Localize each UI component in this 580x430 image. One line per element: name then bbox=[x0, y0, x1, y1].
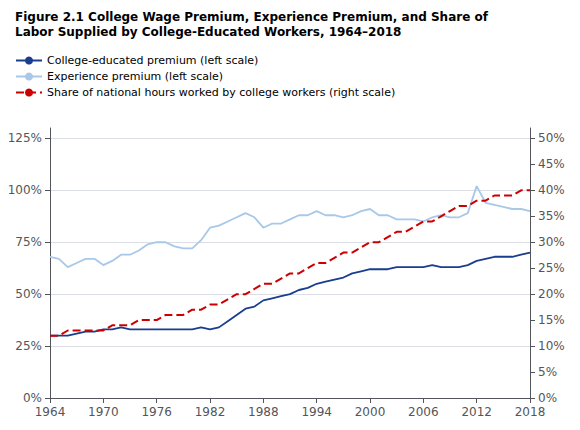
svg-text:50%: 50% bbox=[538, 131, 565, 145]
svg-text:2000: 2000 bbox=[355, 405, 386, 419]
svg-text:Share of national hours worked: Share of national hours worked by colleg… bbox=[47, 86, 395, 99]
svg-text:1994: 1994 bbox=[301, 405, 332, 419]
svg-text:125%: 125% bbox=[8, 131, 42, 145]
svg-text:45%: 45% bbox=[538, 157, 565, 171]
svg-text:1964: 1964 bbox=[35, 405, 66, 419]
svg-text:2006: 2006 bbox=[408, 405, 439, 419]
svg-text:1982: 1982 bbox=[195, 405, 226, 419]
svg-text:0%: 0% bbox=[538, 391, 557, 405]
svg-text:30%: 30% bbox=[538, 235, 565, 249]
svg-text:1988: 1988 bbox=[248, 405, 279, 419]
svg-text:5%: 5% bbox=[538, 365, 557, 379]
svg-text:0%: 0% bbox=[23, 391, 42, 405]
svg-text:Labor Supplied by College-Educ: Labor Supplied by College-Educated Worke… bbox=[15, 25, 401, 39]
svg-text:40%: 40% bbox=[538, 183, 565, 197]
svg-text:10%: 10% bbox=[538, 339, 565, 353]
svg-text:50%: 50% bbox=[15, 287, 42, 301]
svg-text:75%: 75% bbox=[15, 235, 42, 249]
svg-text:25%: 25% bbox=[538, 261, 565, 275]
svg-text:1970: 1970 bbox=[88, 405, 119, 419]
svg-text:2018: 2018 bbox=[515, 405, 546, 419]
svg-text:100%: 100% bbox=[8, 183, 42, 197]
svg-text:15%: 15% bbox=[538, 313, 565, 327]
svg-text:College-educated premium (left: College-educated premium (left scale) bbox=[47, 54, 258, 67]
svg-text:2012: 2012 bbox=[461, 405, 492, 419]
svg-text:20%: 20% bbox=[538, 287, 565, 301]
svg-text:1976: 1976 bbox=[141, 405, 172, 419]
svg-text:Experience premium (left scale: Experience premium (left scale) bbox=[47, 70, 223, 83]
svg-text:25%: 25% bbox=[15, 339, 42, 353]
svg-text:35%: 35% bbox=[538, 209, 565, 223]
svg-text:Figure 2.1 College Wage Premiu: Figure 2.1 College Wage Premium, Experie… bbox=[15, 10, 489, 24]
